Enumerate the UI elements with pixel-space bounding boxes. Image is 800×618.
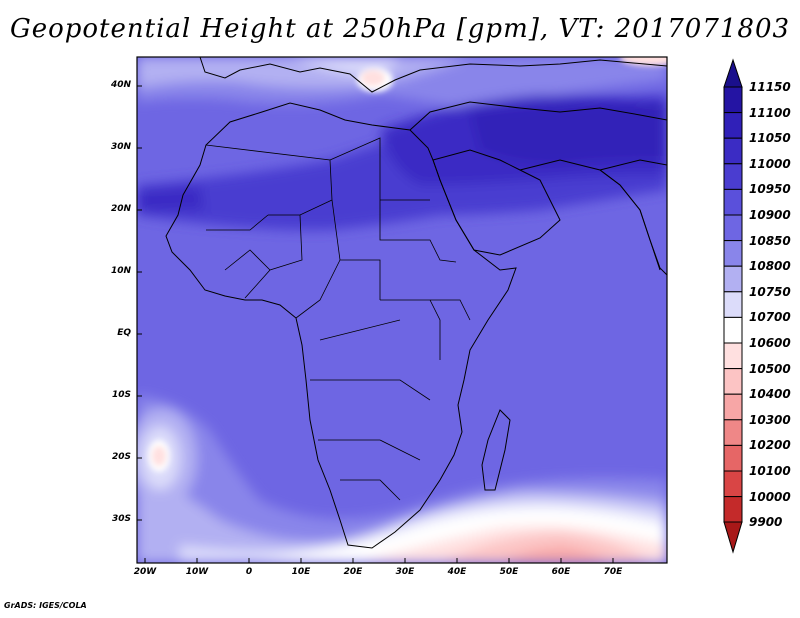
colorbar-label: 10400: [749, 387, 791, 402]
colorbar: [723, 58, 743, 554]
lat-label: 10S: [111, 390, 131, 400]
colorbar-bottom-arrow: [723, 521, 743, 554]
colorbar-label: 11150: [749, 80, 791, 94]
colorbar-label: 10850: [749, 233, 791, 248]
lat-label: EQ: [117, 328, 131, 338]
africa-outline: [165, 102, 517, 549]
colorbar-box-12: [723, 368, 743, 395]
colorbar-label: 10000: [749, 489, 791, 504]
colorbar-box-11: [723, 342, 743, 370]
colorbar-label: 11000: [749, 156, 791, 171]
lon-label: 60E: [551, 567, 571, 577]
lat-label: 20N: [110, 204, 131, 214]
borders: [205, 137, 471, 501]
colorbar-label: 10200: [749, 438, 791, 453]
colorbar-box-10: [723, 316, 743, 344]
colorbar-box-17: [723, 496, 743, 523]
lat-label: 10N: [110, 266, 131, 276]
software-credit: GrADS: IGES/COLA: [4, 601, 87, 610]
colorbar-label: 10750: [749, 284, 791, 299]
colorbar-label: 10100: [749, 464, 791, 478]
colorbar-box-6: [723, 214, 743, 242]
colorbar-label: 10300: [749, 412, 791, 427]
colorbar-box-3: [723, 137, 743, 165]
colorbar-label: 10800: [749, 259, 791, 274]
colorbar-label: 11100: [749, 105, 791, 120]
colorbar-box-5: [723, 188, 743, 216]
colorbar-box-8: [723, 265, 743, 293]
colorbar-box-13: [723, 393, 743, 421]
colorbar-label: 10900: [749, 208, 791, 222]
map-title: Geopotential Height at 250hPa [gpm], VT:…: [9, 14, 791, 44]
lat-label: 40N: [110, 80, 131, 90]
lon-label: 40E: [447, 567, 467, 577]
lon-label: 10E: [291, 567, 311, 577]
colorbar-label: 11050: [749, 131, 791, 146]
colorbar-label: 10500: [749, 361, 791, 376]
colorbar-box-2: [723, 112, 743, 139]
colorbar-top-arrow: [723, 58, 743, 88]
lon-label: 20W: [133, 567, 157, 577]
colorbar-box-15: [723, 444, 743, 472]
lon-label: 0: [245, 567, 253, 577]
colorbar-box-14: [723, 419, 743, 446]
lon-label: 20E: [343, 567, 363, 577]
colorbar-label: 10950: [749, 182, 791, 197]
axis-ticks: [137, 85, 614, 563]
colorbar-box-4: [723, 163, 743, 190]
colorbar-box-9: [723, 291, 743, 318]
colorbar-box-7: [723, 240, 743, 267]
india-outline: [599, 169, 667, 276]
lat-label: 30N: [110, 142, 131, 152]
lat-label: 20S: [111, 452, 131, 462]
colorbar-label: 10600: [749, 336, 791, 350]
lon-label: 10W: [185, 567, 209, 577]
arabia-outline: [432, 149, 561, 256]
madagascar-outline: [481, 409, 511, 491]
lat-label: 30S: [111, 514, 131, 524]
lon-label: 50E: [499, 567, 519, 577]
height-field: [137, 57, 667, 563]
coastlines: [165, 57, 667, 549]
colorbar-box-1: [723, 86, 743, 114]
colorbar-label: 9900: [749, 515, 783, 530]
lon-label: 30E: [395, 567, 415, 577]
plot-frame: [136, 56, 668, 564]
colorbar-label: 10700: [749, 310, 791, 325]
lon-label: 70E: [603, 567, 623, 577]
europe-outline: [199, 57, 667, 93]
colorbar-box-16: [723, 470, 743, 498]
